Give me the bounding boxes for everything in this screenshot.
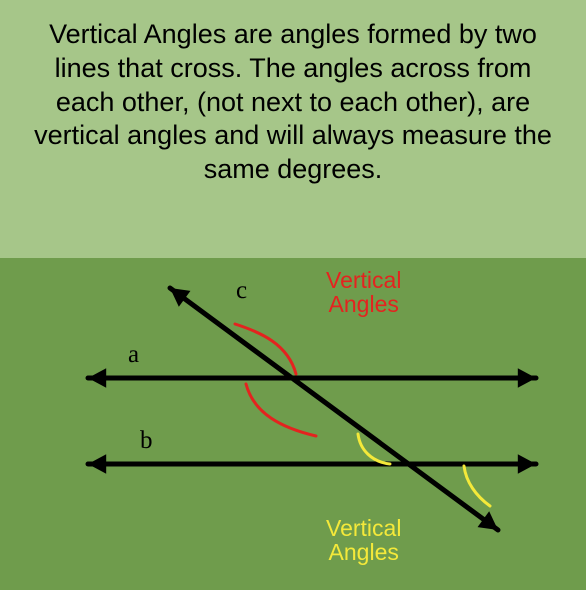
- definition-panel: Vertical Angles are angles formed by two…: [0, 0, 586, 258]
- line-label-b: b: [140, 427, 153, 454]
- definition-text: Vertical Angles are angles formed by two…: [24, 18, 562, 187]
- annotation-yellow: Vertical Angles: [326, 516, 401, 564]
- line-label-c: c: [236, 277, 247, 304]
- line-label-a: a: [128, 341, 139, 368]
- annotation-red: Vertical Angles: [326, 268, 401, 316]
- diagram-panel: a b c Vertical Angles Vertical Angles: [0, 258, 586, 590]
- vertical-angles-diagram: a b c: [0, 258, 586, 590]
